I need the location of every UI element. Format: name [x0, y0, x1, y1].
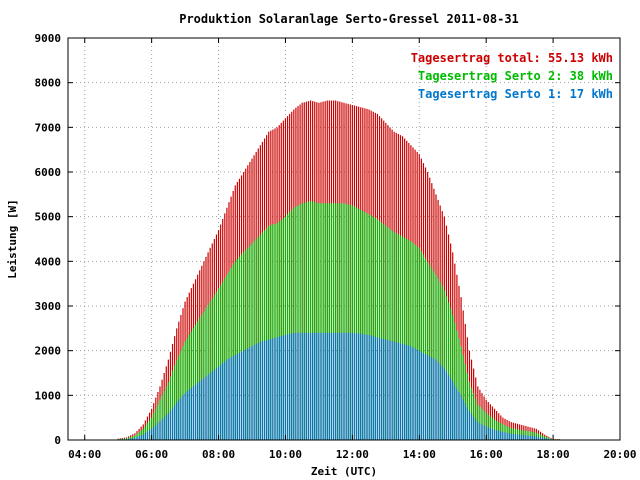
- legend-entry: Tagesertrag total: 55.13 kWh: [411, 51, 613, 65]
- y-axis-label: Leistung [W]: [6, 199, 19, 278]
- x-tick-label: 06:00: [135, 448, 168, 461]
- y-tick-label: 7000: [35, 121, 62, 134]
- x-tick-label: 18:00: [537, 448, 570, 461]
- y-tick-label: 5000: [35, 211, 62, 224]
- y-tick-label: 3000: [35, 300, 62, 313]
- x-tick-label: 16:00: [470, 448, 503, 461]
- y-axis-ticks: 0 1000 2000 3000 4000 5000 6000 7000 8000 9000: [35, 32, 620, 447]
- x-tick-label: 04:00: [68, 448, 101, 461]
- x-tick-label: 12:00: [336, 448, 369, 461]
- legend-entry: Tagesertrag Serto 1: 17 kWh: [418, 87, 613, 101]
- x-axis-ticks: 04:00 06:00 08:00 10:00 12:00 14:00 16:00 18:00…: [68, 38, 637, 461]
- y-tick-label: 9000: [35, 32, 62, 45]
- x-tick-label: 14:00: [403, 448, 436, 461]
- x-tick-label: 08:00: [202, 448, 235, 461]
- x-tick-label: 20:00: [603, 448, 636, 461]
- y-tick-label: 6000: [35, 166, 62, 179]
- plot-frame: [67, 37, 621, 441]
- y-tick-label: 0: [54, 434, 61, 447]
- bars: [117, 100, 560, 440]
- y-tick-label: 4000: [35, 255, 62, 268]
- legend-entry: Tagesertrag Serto 2: 38 kWh: [418, 69, 613, 83]
- legend: Tagesertrag total: 55.13 kWh Tagesertrag …: [411, 51, 613, 101]
- chart-title: Produktion Solaranlage Serto-Gressel 201…: [179, 12, 519, 26]
- x-axis-label: Zeit (UTC): [311, 465, 377, 478]
- y-tick-label: 8000: [35, 77, 62, 90]
- y-tick-label: 2000: [35, 345, 62, 358]
- x-tick-label: 10:00: [269, 448, 302, 461]
- y-tick-label: 1000: [35, 389, 62, 402]
